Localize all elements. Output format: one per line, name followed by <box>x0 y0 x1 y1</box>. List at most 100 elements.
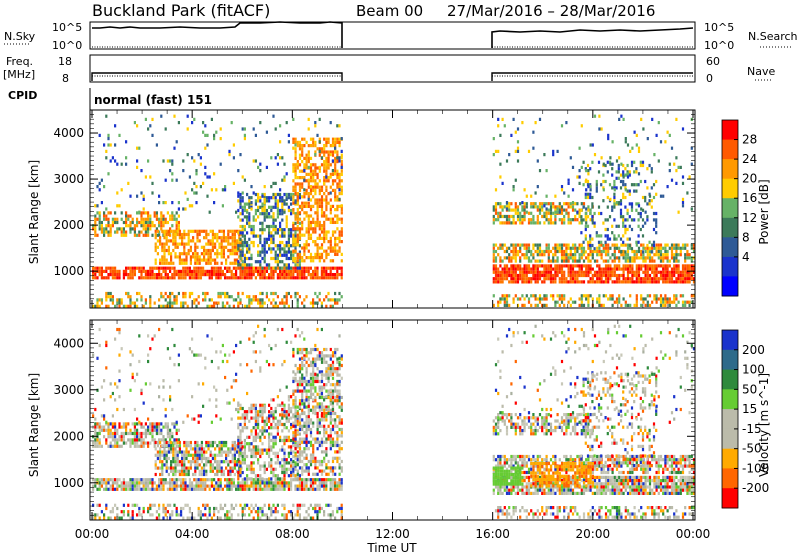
data-cell <box>246 304 249 308</box>
data-cell <box>238 229 241 233</box>
data-cell <box>283 244 286 248</box>
data-cell <box>167 466 170 470</box>
data-cell <box>246 250 249 254</box>
data-cell <box>340 273 343 277</box>
data-cell <box>233 242 236 246</box>
data-cell <box>296 217 299 221</box>
data-cell <box>338 192 341 196</box>
data-cell <box>602 188 605 192</box>
data-cell <box>336 176 339 180</box>
data-cell <box>272 304 275 308</box>
data-cell <box>127 214 130 218</box>
data-cell <box>263 228 266 232</box>
data-cell <box>210 481 213 485</box>
data-cell <box>127 273 130 277</box>
data-cell <box>114 273 117 277</box>
data-cell <box>198 239 201 243</box>
data-cell <box>155 266 158 270</box>
data-cell <box>512 185 515 189</box>
data-cell <box>652 240 656 244</box>
data-cell <box>301 266 304 270</box>
data-cell <box>151 133 154 137</box>
data-cell <box>505 294 509 298</box>
data-cell <box>136 224 139 228</box>
data-cell <box>185 242 188 246</box>
data-cell <box>305 276 308 280</box>
data-cell <box>243 484 246 488</box>
data-cell <box>604 253 608 257</box>
data-cell <box>122 438 125 442</box>
data-cell <box>543 294 546 298</box>
data-cell <box>340 227 343 231</box>
data-cell <box>125 224 128 228</box>
data-cell <box>323 484 326 488</box>
data-cell <box>188 487 191 491</box>
data-cell <box>220 466 223 470</box>
data-cell <box>268 215 271 219</box>
data-cell <box>648 253 652 257</box>
data-cell <box>98 478 101 482</box>
data-cell <box>216 463 219 467</box>
data-cell <box>236 447 239 451</box>
data-cell <box>499 264 502 268</box>
data-cell <box>591 215 594 219</box>
data-cell <box>560 253 564 257</box>
data-cell <box>239 218 242 222</box>
data-cell <box>239 416 242 420</box>
data-cell <box>240 440 243 445</box>
data-cell <box>584 237 587 241</box>
data-cell <box>558 205 561 209</box>
data-cell <box>655 192 658 196</box>
data-cell <box>684 264 687 268</box>
data-cell <box>149 478 152 482</box>
data-cell <box>307 201 310 205</box>
data-cell <box>558 294 561 298</box>
data-cell <box>580 208 583 212</box>
data-cell <box>205 248 208 253</box>
data-cell <box>316 246 319 250</box>
data-cell <box>165 242 168 246</box>
data-cell <box>662 303 665 307</box>
data-cell <box>331 188 335 192</box>
data-cell <box>136 124 139 128</box>
data-cell <box>107 172 110 176</box>
data-cell <box>209 255 212 259</box>
data-cell <box>294 185 297 189</box>
data-cell <box>591 256 594 260</box>
data-cell <box>604 259 608 263</box>
data-cell <box>193 301 196 305</box>
data-cell <box>525 210 528 214</box>
data-cell <box>314 179 317 183</box>
data-cell <box>314 240 317 244</box>
data-cell <box>635 249 638 254</box>
data-cell <box>175 298 178 302</box>
data-cell <box>646 249 649 254</box>
data-cell <box>153 214 156 218</box>
data-cell <box>329 249 332 253</box>
data-cell <box>243 234 246 238</box>
data-cell <box>580 294 583 298</box>
data-cell <box>228 478 231 482</box>
data-cell <box>220 440 223 445</box>
data-cell <box>186 266 189 270</box>
data-cell <box>167 450 170 454</box>
data-cell <box>207 232 210 237</box>
data-cell <box>519 297 522 301</box>
data-cell <box>327 266 330 270</box>
data-cell <box>292 240 295 244</box>
data-cell <box>619 250 623 254</box>
data-cell <box>292 208 295 212</box>
data-cell <box>195 172 198 176</box>
data-cell <box>543 297 546 301</box>
data-cell <box>558 202 561 206</box>
data-cell <box>183 252 186 256</box>
data-cell <box>527 270 531 274</box>
data-cell <box>613 270 616 274</box>
data-cell <box>611 303 614 307</box>
data-cell <box>314 481 317 485</box>
data-cell <box>209 444 212 448</box>
data-cell <box>301 220 304 224</box>
data-cell <box>138 431 141 436</box>
data-cell <box>183 261 186 265</box>
data-cell <box>527 149 531 153</box>
